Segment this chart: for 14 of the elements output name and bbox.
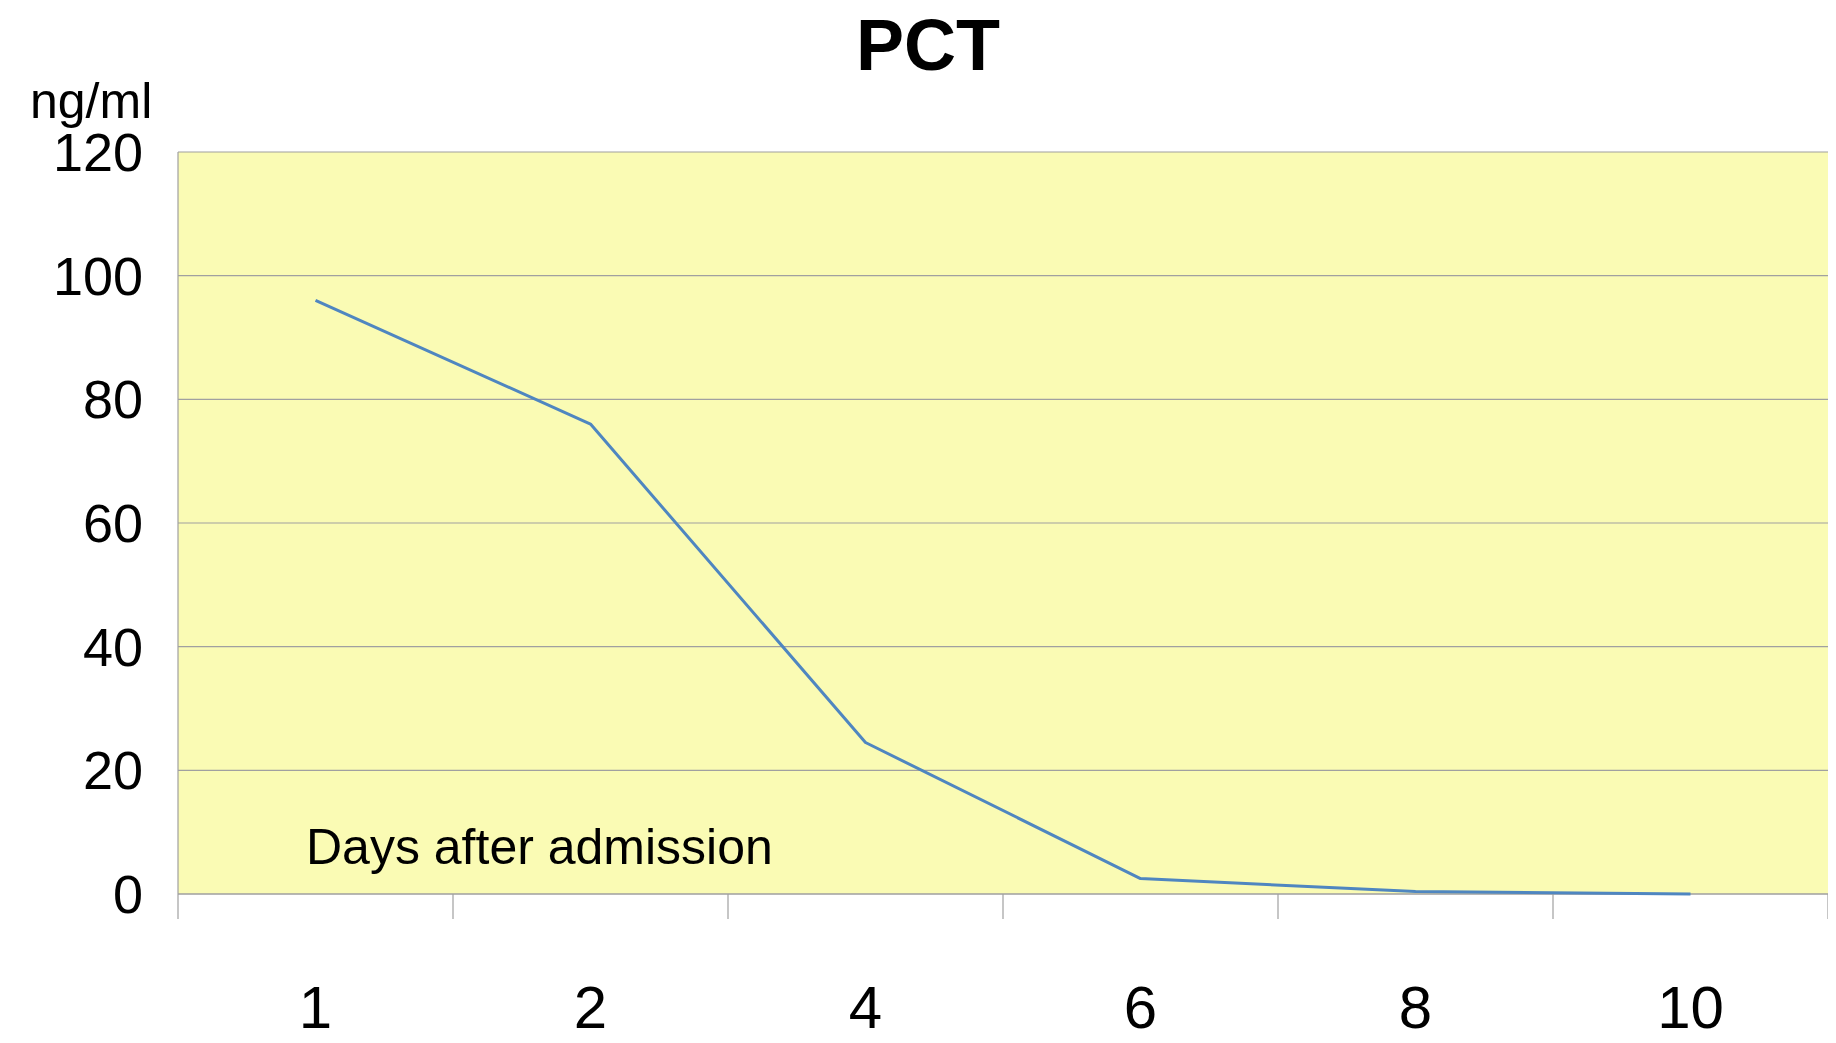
y-tick-label: 20 [82,740,143,801]
x-axis-title: Days after admission [306,819,773,875]
x-tick-label: 2 [573,974,608,1041]
chart-title: PCT [856,5,1001,85]
y-tick-label: 60 [82,492,143,553]
y-tick-label: 80 [82,369,143,430]
x-tick-label: 10 [1657,974,1724,1041]
x-tick-label: 4 [848,974,883,1041]
x-tick-label: 6 [1123,974,1158,1041]
x-tick-label: 8 [1398,974,1433,1041]
x-tick-label: 1 [298,974,333,1041]
y-tick-label: 0 [112,863,143,924]
y-tick-label: 100 [52,245,143,306]
y-tick-label: 40 [82,616,143,677]
